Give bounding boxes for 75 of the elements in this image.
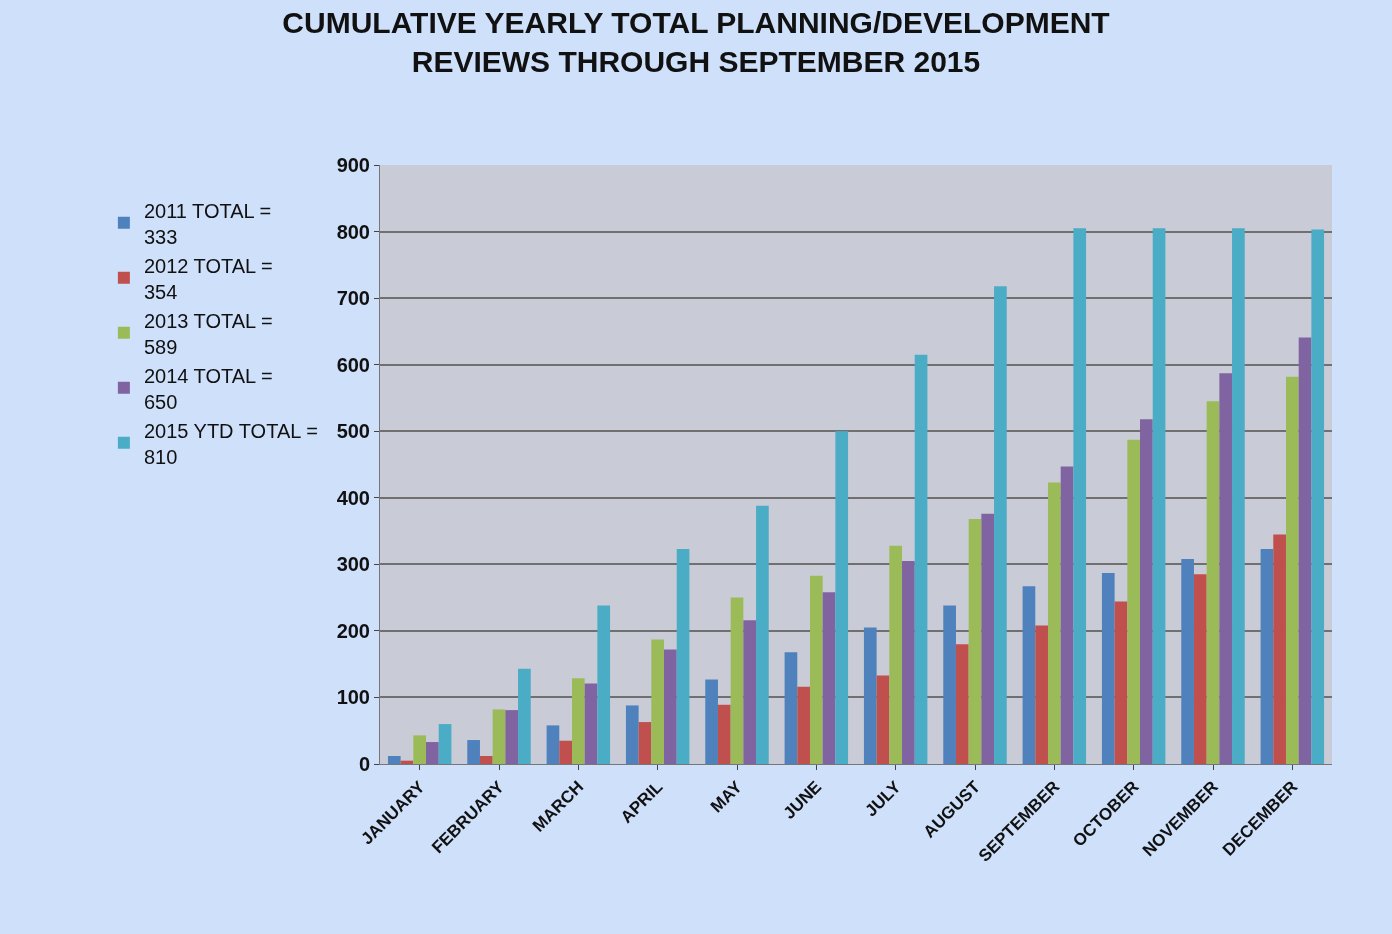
legend-label: 2014 TOTAL = 650 [143,364,273,413]
y-tick-label: 300 [336,553,370,576]
bar [571,678,585,764]
bar [730,597,744,764]
bar [955,644,969,764]
bar [664,649,677,764]
bar [1035,625,1048,764]
bar [1181,559,1194,764]
bar [1127,439,1141,764]
bar [1101,572,1115,764]
bar [413,735,427,764]
bar [809,575,823,764]
bar [676,549,690,764]
bar [438,724,452,764]
bar [835,431,849,764]
legend-label: 2012 TOTAL = 354 [143,254,273,303]
bar [717,704,731,764]
y-tick-label: 0 [358,753,370,775]
bar [651,639,665,764]
bar [1311,229,1325,764]
y-tick-label: 600 [336,353,370,376]
bar [994,286,1007,764]
legend-label: 2015 YTD TOTAL = 810 [143,419,318,468]
bar [876,675,890,764]
bar [638,722,652,764]
y-tick-label: 500 [336,420,370,443]
bar [1060,466,1074,764]
bar [981,513,995,764]
bar [1285,376,1299,764]
bar [1298,337,1312,764]
bar [387,756,401,764]
bar [426,742,439,764]
bar [968,519,982,764]
bar [902,561,915,764]
y-tick-label: 800 [336,220,370,243]
bar [559,740,572,764]
legend-label: 2011 TOTAL = 333 [143,199,272,248]
bar [467,740,480,764]
bar [1073,228,1087,764]
bar [822,592,836,764]
chart-title: CUMULATIVE YEARLY TOTAL PLANNING/DEVELOPMENT REVIEWS THROUGH SEPTEMBER 2015 [282,5,1110,78]
bar [1273,534,1286,764]
bar [518,668,531,764]
y-tick-label: 900 [336,154,370,176]
bar [863,627,877,764]
bar [597,605,611,764]
bar [889,545,903,764]
bar [1047,482,1061,764]
bar [743,620,757,764]
bar [943,605,956,764]
bar [505,710,519,764]
bar [479,756,493,764]
bar [492,709,506,764]
bar [1232,228,1245,764]
bar [705,679,718,764]
bar [584,683,598,764]
bar [546,725,560,764]
bar [1152,228,1166,764]
bar [1260,549,1274,764]
y-tick-label: 100 [336,686,370,709]
bar [756,505,769,764]
bar [1114,601,1128,764]
bar [1193,574,1207,764]
bar [1022,586,1036,764]
bar [914,354,928,764]
y-tick-label: 700 [336,287,370,310]
bar [1206,401,1220,764]
bar [1219,373,1233,764]
bar [1140,419,1153,764]
y-tick-label: 400 [336,486,370,509]
y-tick-label: 200 [336,619,370,642]
bar [625,705,639,764]
bar [797,686,810,764]
bar [784,652,798,764]
legend-label: 2013 TOTAL = 589 [143,309,273,358]
